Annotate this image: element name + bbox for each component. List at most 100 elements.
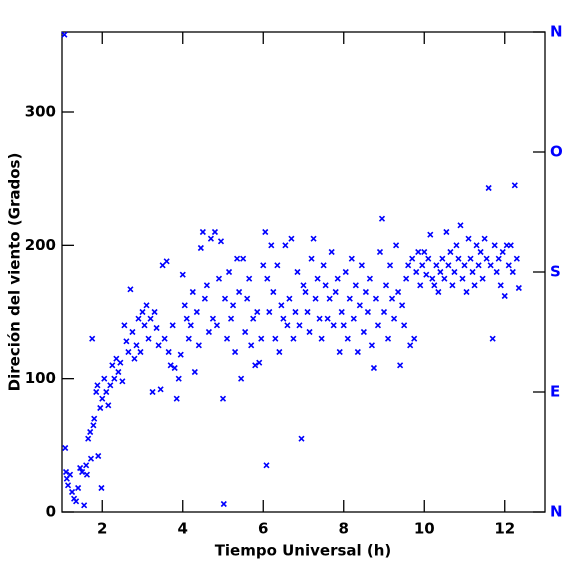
point bbox=[417, 282, 424, 289]
point bbox=[119, 378, 126, 385]
point bbox=[203, 282, 210, 289]
point bbox=[437, 268, 444, 276]
point bbox=[175, 375, 182, 382]
x-tick-label: 2 bbox=[97, 520, 107, 538]
point bbox=[499, 248, 506, 256]
point bbox=[475, 262, 482, 269]
point bbox=[225, 268, 233, 276]
point bbox=[213, 322, 221, 329]
point bbox=[445, 262, 452, 269]
point bbox=[139, 308, 146, 316]
point bbox=[115, 368, 122, 376]
point bbox=[310, 235, 317, 242]
point bbox=[79, 468, 86, 476]
point bbox=[405, 262, 412, 269]
point bbox=[370, 364, 378, 372]
point bbox=[195, 342, 202, 349]
point bbox=[507, 242, 514, 249]
x-tick-label: 6 bbox=[258, 520, 268, 538]
point bbox=[167, 362, 174, 369]
point bbox=[382, 282, 390, 289]
point bbox=[87, 428, 94, 436]
point bbox=[165, 348, 172, 356]
point bbox=[409, 255, 416, 262]
point bbox=[205, 328, 212, 336]
point bbox=[199, 228, 206, 236]
point bbox=[145, 335, 152, 342]
point bbox=[64, 482, 72, 489]
x-axis-label: Tiempo Universal (h) bbox=[215, 542, 392, 560]
point bbox=[151, 308, 158, 316]
point bbox=[83, 471, 91, 478]
point bbox=[94, 382, 101, 389]
y2-tick-label: N bbox=[550, 503, 563, 521]
point bbox=[127, 286, 134, 293]
point bbox=[252, 362, 259, 369]
point bbox=[81, 502, 88, 509]
point bbox=[374, 322, 382, 329]
point bbox=[407, 342, 414, 349]
point bbox=[393, 242, 400, 249]
point bbox=[129, 328, 136, 336]
y-tick-label: 100 bbox=[25, 369, 56, 387]
point bbox=[411, 335, 418, 342]
point bbox=[465, 235, 472, 242]
point bbox=[395, 288, 402, 296]
point bbox=[360, 328, 367, 336]
y2-tick-label: N bbox=[550, 23, 563, 41]
y-tick-label: 200 bbox=[25, 236, 56, 254]
point bbox=[354, 348, 361, 356]
point bbox=[274, 262, 281, 269]
point bbox=[511, 182, 518, 189]
point bbox=[483, 255, 490, 262]
point bbox=[473, 242, 480, 249]
point bbox=[163, 258, 170, 265]
point bbox=[153, 324, 160, 332]
point bbox=[135, 315, 142, 322]
point bbox=[429, 275, 436, 282]
point bbox=[362, 288, 369, 296]
point bbox=[340, 322, 347, 329]
point bbox=[461, 262, 468, 269]
x-tick-label: 10 bbox=[414, 520, 435, 538]
point bbox=[318, 335, 325, 342]
y2-tick-label: S bbox=[550, 263, 561, 281]
y2-tick-label: O bbox=[550, 143, 563, 161]
point bbox=[509, 268, 516, 276]
point bbox=[177, 351, 184, 358]
point bbox=[322, 282, 329, 289]
point bbox=[397, 362, 404, 369]
point bbox=[183, 315, 190, 322]
point bbox=[423, 271, 430, 278]
point bbox=[220, 500, 227, 508]
point bbox=[276, 348, 283, 356]
point bbox=[314, 275, 321, 282]
point bbox=[368, 342, 375, 349]
point bbox=[93, 388, 100, 396]
point bbox=[234, 255, 241, 262]
point bbox=[431, 282, 438, 289]
point bbox=[449, 282, 456, 289]
point bbox=[298, 435, 305, 442]
point bbox=[99, 395, 106, 402]
point bbox=[87, 455, 95, 462]
point bbox=[419, 262, 426, 269]
point bbox=[270, 288, 277, 296]
point bbox=[101, 375, 108, 382]
point bbox=[197, 244, 204, 252]
point bbox=[242, 328, 249, 336]
point bbox=[62, 468, 70, 476]
point bbox=[457, 222, 464, 229]
point bbox=[266, 308, 273, 316]
point bbox=[350, 315, 357, 322]
point bbox=[364, 308, 371, 316]
point bbox=[296, 322, 303, 329]
point bbox=[238, 375, 245, 382]
point bbox=[227, 315, 235, 322]
point bbox=[290, 335, 297, 342]
point bbox=[66, 471, 74, 478]
point bbox=[455, 255, 462, 262]
point bbox=[399, 302, 406, 309]
point bbox=[221, 295, 229, 302]
point bbox=[246, 275, 253, 282]
